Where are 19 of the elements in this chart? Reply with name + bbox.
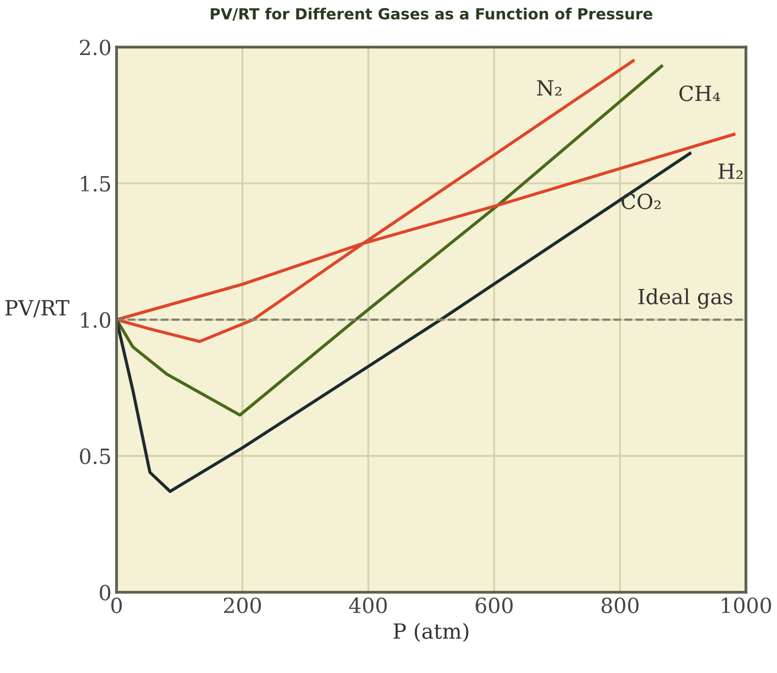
- y-axis-title: PV/RT: [5, 300, 70, 318]
- x-axis-title: P (atm): [394, 622, 468, 642]
- y-tick-label: 0: [100, 584, 110, 600]
- x-tick-label: 800: [602, 597, 639, 614]
- x-tick-label: 200: [224, 597, 261, 614]
- x-tick-label: 0: [111, 597, 122, 614]
- series-label: N₂: [537, 80, 562, 96]
- x-tick-label: 600: [476, 597, 513, 614]
- y-tick-label: 1.5: [81, 176, 110, 192]
- x-tick-label: 400: [349, 597, 387, 614]
- ref-line-label: Ideal gas: [638, 288, 732, 309]
- y-tick-label: 0.5: [80, 448, 110, 464]
- y-tick-label: 2.0: [80, 40, 110, 56]
- series-label: H₂: [718, 164, 743, 179]
- x-tick-label: 1000: [722, 597, 772, 614]
- chart-title: PV/RT for Different Gases as a Function of Pressure: [210, 8, 652, 21]
- y-tick-label: 1.0: [81, 312, 110, 328]
- series-label: CO₂: [622, 194, 661, 210]
- series-label: CH₄: [679, 85, 720, 102]
